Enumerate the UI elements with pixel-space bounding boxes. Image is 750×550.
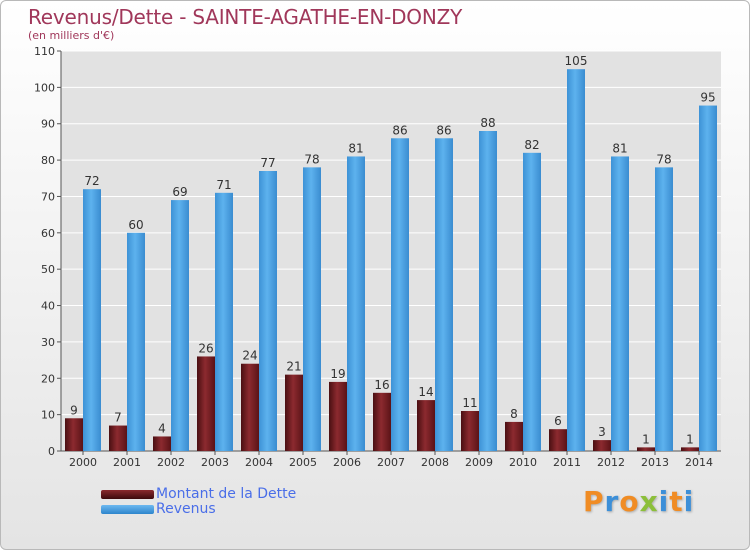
bar-revenue	[215, 192, 233, 451]
bar-debt	[549, 429, 567, 451]
data-label-debt: 6	[554, 414, 562, 428]
data-label-debt: 16	[374, 378, 389, 392]
chart-subtitle: (en milliers d'€)	[28, 29, 115, 42]
bar-debt	[153, 436, 171, 451]
x-tick-label: 2000	[69, 456, 97, 469]
y-tick-label: 10	[41, 409, 55, 422]
y-tick-label: 50	[41, 263, 55, 276]
proxiti-logo: Proxiti	[583, 485, 695, 518]
legend-label-debt: Montant de la Dette	[156, 486, 297, 502]
y-tick-label: 110	[34, 45, 55, 58]
data-label-revenue: 71	[216, 178, 231, 192]
x-tick-label: 2002	[157, 456, 185, 469]
bar-debt	[109, 425, 127, 451]
x-tick-label: 2001	[113, 456, 141, 469]
bar-revenue	[567, 69, 585, 451]
y-tick-label: 0	[48, 445, 55, 458]
bar-debt	[329, 381, 347, 451]
bar-debt	[461, 411, 479, 451]
bar-debt	[593, 440, 611, 451]
bar-debt	[65, 418, 83, 451]
data-label-debt: 7	[114, 411, 122, 425]
x-tick-label: 2005	[289, 456, 317, 469]
data-label-revenue: 78	[656, 152, 671, 166]
data-label-revenue: 105	[565, 54, 588, 68]
legend-swatch-revenue	[101, 505, 154, 514]
data-label-debt: 26	[198, 341, 213, 355]
bar-revenue	[655, 167, 673, 451]
data-label-debt: 9	[70, 403, 78, 417]
bar-debt	[417, 400, 435, 451]
bar-revenue	[699, 105, 717, 451]
data-label-debt: 3	[598, 425, 606, 439]
y-tick-label: 80	[41, 154, 55, 167]
y-tick-label: 100	[34, 81, 55, 94]
x-tick-label: 2011	[553, 456, 581, 469]
data-label-debt: 14	[418, 385, 433, 399]
data-label-debt: 4	[158, 421, 166, 435]
data-label-revenue: 72	[84, 174, 99, 188]
data-label-revenue: 60	[128, 218, 143, 232]
data-label-debt: 8	[510, 407, 518, 421]
data-label-revenue: 88	[480, 116, 495, 130]
data-label-revenue: 95	[700, 91, 715, 105]
x-tick-label: 2008	[421, 456, 449, 469]
bar-revenue	[523, 152, 541, 451]
x-tick-label: 2004	[245, 456, 273, 469]
bar-debt	[241, 363, 259, 451]
y-tick-label: 30	[41, 336, 55, 349]
bar-revenue	[171, 200, 189, 451]
y-tick-label: 90	[41, 118, 55, 131]
bar-revenue	[303, 167, 321, 451]
data-label-debt: 1	[642, 432, 650, 446]
bar-debt	[373, 392, 391, 451]
y-tick-label: 60	[41, 227, 55, 240]
bar-revenue	[83, 189, 101, 451]
bar-revenue	[611, 156, 629, 452]
bar-revenue	[127, 232, 145, 451]
chart-title: Revenus/Dette - SAINTE-AGATHE-EN-DONZY	[28, 5, 463, 29]
data-label-debt: 1	[686, 432, 694, 446]
y-tick-label: 40	[41, 300, 55, 313]
legend-label-revenue: Revenus	[156, 501, 216, 517]
x-tick-label: 2003	[201, 456, 229, 469]
x-tick-label: 2007	[377, 456, 405, 469]
x-tick-label: 2006	[333, 456, 361, 469]
bar-debt	[285, 374, 303, 451]
data-label-revenue: 86	[436, 123, 451, 137]
bar-revenue	[479, 131, 497, 451]
bar-revenue	[347, 156, 365, 452]
data-label-debt: 19	[330, 367, 345, 381]
bar-debt	[505, 421, 523, 451]
y-tick-label: 70	[41, 190, 55, 203]
data-label-revenue: 82	[524, 138, 539, 152]
x-tick-label: 2009	[465, 456, 493, 469]
y-tick-label: 20	[41, 372, 55, 385]
x-tick-label: 2014	[685, 456, 713, 469]
bar-revenue	[435, 138, 453, 452]
legend-swatch-debt	[101, 490, 154, 499]
bar-revenue	[391, 138, 409, 452]
bar-debt	[637, 447, 655, 451]
bar-revenue	[259, 171, 277, 451]
bar-debt	[681, 447, 699, 451]
data-label-debt: 24	[242, 349, 257, 363]
data-label-revenue: 77	[260, 156, 275, 170]
data-label-revenue: 69	[172, 185, 187, 199]
x-tick-label: 2012	[597, 456, 625, 469]
data-label-revenue: 86	[392, 123, 407, 137]
data-label-revenue: 78	[304, 152, 319, 166]
data-label-revenue: 81	[348, 141, 363, 155]
x-tick-label: 2013	[641, 456, 669, 469]
data-label-debt: 21	[286, 360, 301, 374]
bar-debt	[197, 356, 215, 451]
data-label-debt: 11	[462, 396, 477, 410]
data-label-revenue: 81	[612, 141, 627, 155]
x-tick-label: 2010	[509, 456, 537, 469]
